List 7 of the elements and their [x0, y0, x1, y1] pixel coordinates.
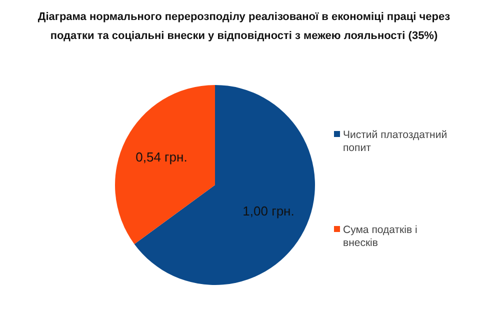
pie-slice	[134, 85, 315, 285]
legend-label: Чистий платоздатний попит	[343, 129, 448, 154]
legend-label: Сума податків і внесків	[343, 224, 418, 249]
data-label: 0,54 грн.	[136, 149, 188, 164]
chart-title: Діаграма нормального перерозподілу реалізованої в економіці праці через податки та соціальні внески у відповідності з межею лояльності (35%)	[38, 11, 451, 42]
pie-slice	[115, 85, 215, 244]
data-label: 1,00 грн.	[242, 204, 294, 219]
